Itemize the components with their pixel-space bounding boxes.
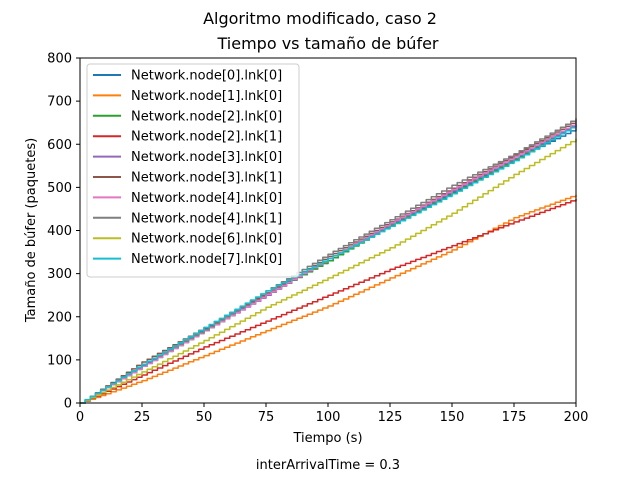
- legend-label: Network.node[1].lnk[0]: [131, 89, 282, 104]
- legend-label: Network.node[6].lnk[0]: [131, 232, 282, 247]
- x-tick-label: 200: [564, 410, 589, 425]
- x-tick-label: 50: [196, 410, 213, 425]
- x-tick-label: 175: [502, 410, 527, 425]
- legend-box: [86, 63, 300, 278]
- legend-items: Network.node[0].lnk[0] Network.node[1].ln…: [93, 69, 282, 267]
- legend-label: Network.node[3].lnk[0]: [131, 150, 282, 165]
- series-line-8: [80, 138, 577, 404]
- x-axis-label: Tiempo (s): [292, 431, 362, 446]
- chart-title: Tiempo vs tamaño de búfer: [217, 34, 439, 53]
- chart-suptitle: Algoritmo modificado, caso 2: [203, 9, 437, 28]
- plot-area: [79, 57, 577, 404]
- y-axis-label: Tamaño de búfer (paquetes): [24, 138, 39, 323]
- series-line-9: [80, 124, 577, 404]
- y-tick-label: 700: [47, 95, 72, 110]
- legend-label: Network.node[3].lnk[1]: [131, 171, 282, 186]
- legend-label: Network.node[2].lnk[1]: [131, 130, 282, 145]
- x-tick-label: 125: [378, 410, 403, 425]
- y-axis-ticks: 0 100 200 300 400 500 600 700 800: [47, 52, 80, 412]
- legend-label: Network.node[4].lnk[1]: [131, 211, 282, 226]
- x-tick-label: 25: [134, 410, 151, 425]
- x-tick-label: 75: [258, 410, 275, 425]
- y-tick-label: 100: [47, 353, 72, 368]
- series-line-1: [80, 194, 577, 404]
- y-tick-label: 300: [47, 267, 72, 282]
- y-tick-label: 200: [47, 310, 72, 325]
- x-tick-label: 100: [316, 410, 341, 425]
- y-tick-label: 0: [64, 397, 72, 412]
- legend: Network.node[0].lnk[0] Network.node[1].ln…: [86, 63, 300, 278]
- y-tick-label: 400: [47, 224, 72, 239]
- series-lines: [80, 118, 577, 404]
- figure-caption: interArrivalTime = 0.3: [256, 458, 400, 473]
- x-tick-label: 150: [440, 410, 465, 425]
- y-tick-label: 800: [47, 52, 72, 67]
- legend-label: Network.node[7].lnk[0]: [131, 252, 282, 267]
- legend-label: Network.node[4].lnk[0]: [131, 191, 282, 206]
- series-line-3: [80, 199, 577, 404]
- x-tick-label: 0: [76, 410, 84, 425]
- x-axis-ticks: 0 25 50 75 100 125 150 175 200: [76, 403, 589, 425]
- y-tick-label: 600: [47, 138, 72, 153]
- y-tick-label: 500: [47, 181, 72, 196]
- legend-label: Network.node[2].lnk[0]: [131, 109, 282, 124]
- legend-label: Network.node[0].lnk[0]: [131, 69, 282, 84]
